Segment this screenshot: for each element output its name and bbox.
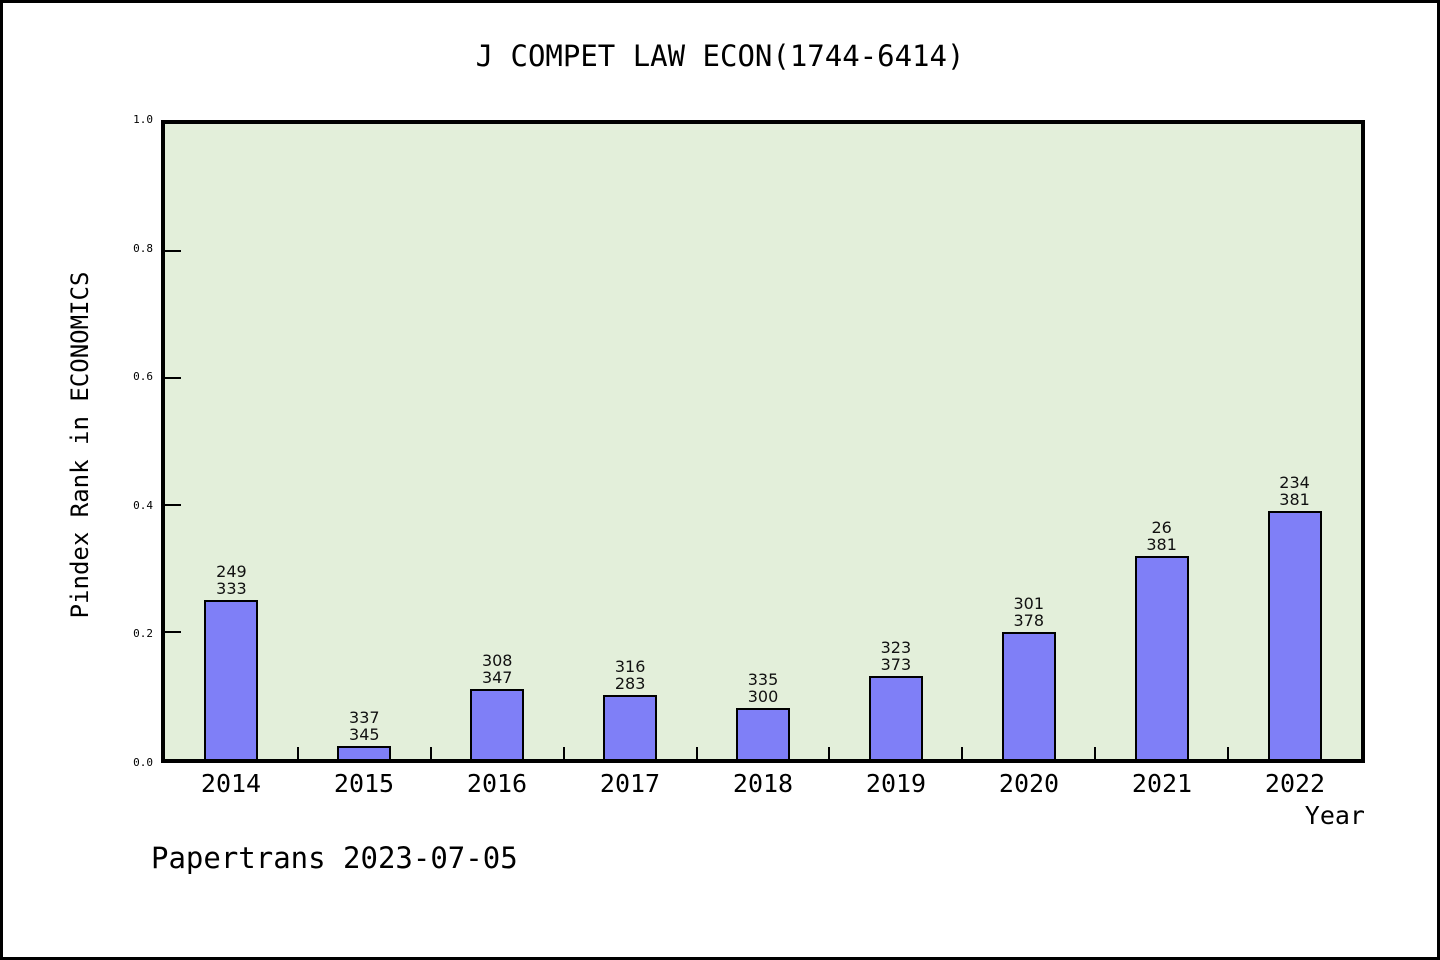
x-tick-label-2019: 2019 — [865, 769, 927, 798]
bar-2019 — [868, 676, 923, 759]
y-tick-label: 0.6 — [133, 370, 153, 383]
x-tick-label-2017: 2017 — [599, 769, 661, 798]
y-tick-label: 0.8 — [133, 242, 153, 255]
bar-2022 — [1267, 511, 1322, 759]
bar-value-line: 333 — [216, 579, 247, 598]
x-tick-label-2022: 2022 — [1264, 769, 1326, 798]
x-tick-label-2015: 2015 — [333, 769, 395, 798]
bar-value-line: 337 — [349, 708, 380, 727]
y-axis-label: Pindex Rank in ECONOMICS — [66, 271, 94, 619]
x-tick-label-2016: 2016 — [466, 769, 528, 798]
x-tick-mark — [961, 747, 964, 759]
bar-value-line: 308 — [481, 651, 513, 670]
bar-value-label: 26 381 — [1102, 519, 1222, 553]
plot-area: 249 333 337 345 308 347 316 283 335 300 323 373 301 3… — [161, 120, 1365, 763]
bar-value-line: 301 — [1013, 594, 1045, 613]
bar-value-line: 300 — [747, 687, 779, 706]
bar-value-line: 347 — [481, 668, 513, 687]
bar-value-line: 378 — [1013, 611, 1045, 630]
bar-2017 — [603, 695, 658, 759]
x-tick-label-2014: 2014 — [200, 769, 262, 798]
bar-value-line: 335 — [747, 670, 779, 689]
x-tick-label-2018: 2018 — [732, 769, 794, 798]
bar-value-line: 381 — [1146, 535, 1177, 554]
bar-value-line: 345 — [349, 725, 380, 744]
bar-2018 — [736, 708, 790, 759]
bar-value-line: 381 — [1279, 490, 1310, 509]
x-tick-mark — [1227, 747, 1230, 759]
y-tick-label: 1.0 — [133, 113, 153, 126]
bar-value-line: 234 — [1279, 473, 1310, 492]
x-axis-label: Year — [1304, 801, 1365, 830]
bar-value-line: 316 — [614, 657, 646, 676]
x-tick-label-2021: 2021 — [1131, 769, 1193, 798]
bar-value-line: 249 — [216, 562, 247, 581]
bar-2021 — [1134, 556, 1189, 759]
bar-value-label: 335 300 — [703, 671, 823, 705]
bar-2015 — [337, 746, 392, 759]
footer-note: Papertrans 2023-07-05 — [151, 841, 518, 875]
x-tick-mark — [1094, 747, 1097, 759]
x-tick-mark — [296, 747, 299, 759]
y-tick-mark — [165, 504, 181, 506]
y-tick-label: 0.4 — [133, 499, 153, 512]
x-tick-mark — [429, 747, 432, 759]
x-tick-mark — [695, 747, 698, 759]
y-tick-mark — [165, 631, 181, 633]
y-tick-label: 0.2 — [133, 627, 153, 640]
chart-title: J COMPET LAW ECON(1744-6414) — [475, 39, 965, 73]
bar-2014 — [204, 600, 259, 759]
x-tick-mark — [828, 747, 831, 759]
bar-value-label: 323 373 — [836, 639, 956, 673]
bar-value-line: 26 — [1151, 518, 1172, 537]
bar-value-label: 308 347 — [437, 652, 557, 686]
x-tick-label-2020: 2020 — [998, 769, 1060, 798]
bar-value-line: 323 — [880, 638, 912, 657]
bar-value-label: 316 283 — [570, 658, 690, 692]
x-tick-mark — [562, 747, 565, 759]
bar-value-line: 283 — [614, 674, 646, 693]
bar-value-label: 249 333 — [171, 563, 291, 597]
bar-value-label: 301 378 — [969, 595, 1089, 629]
bar-2016 — [470, 689, 525, 759]
bar-value-label: 337 345 — [304, 709, 424, 743]
y-tick-label: 0.0 — [133, 756, 153, 769]
bar-2020 — [1001, 632, 1056, 759]
y-tick-mark — [165, 250, 181, 252]
y-tick-mark — [165, 377, 181, 379]
bar-value-label: 234 381 — [1235, 474, 1355, 508]
bar-value-line: 373 — [880, 655, 912, 674]
